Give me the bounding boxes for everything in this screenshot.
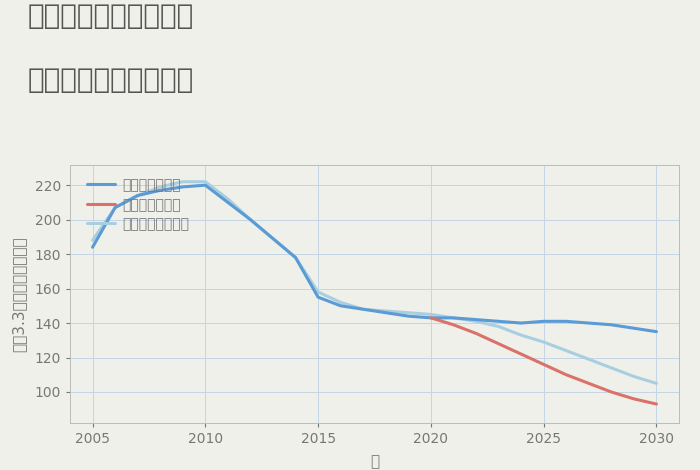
ノーマルシナリオ (427, 312, 435, 317)
グッドシナリオ (652, 329, 661, 335)
ノーマルシナリオ (88, 237, 97, 243)
バッドシナリオ (562, 372, 570, 377)
ノーマルシナリオ (540, 339, 548, 345)
グッドシナリオ (201, 182, 209, 188)
バッドシナリオ (652, 401, 661, 407)
ノーマルシナリオ (337, 299, 345, 305)
ノーマルシナリオ (178, 179, 187, 185)
ノーマルシナリオ (562, 348, 570, 353)
ノーマルシナリオ (382, 308, 390, 314)
バッドシナリオ (540, 361, 548, 367)
ノーマルシナリオ (449, 315, 458, 321)
グッドシナリオ (359, 306, 368, 312)
Text: 奈良県生駒市鹿畑町の: 奈良県生駒市鹿畑町の (28, 2, 195, 31)
グッドシナリオ (630, 325, 638, 331)
ノーマルシナリオ (246, 217, 255, 222)
グッドシナリオ (517, 320, 525, 326)
グッドシナリオ (156, 188, 164, 193)
Legend: グッドシナリオ, バッドシナリオ, ノーマルシナリオ: グッドシナリオ, バッドシナリオ, ノーマルシナリオ (83, 174, 193, 235)
ノーマルシナリオ (584, 356, 593, 362)
グッドシナリオ (134, 193, 142, 198)
ノーマルシナリオ (472, 319, 480, 324)
ノーマルシナリオ (156, 184, 164, 190)
グッドシナリオ (540, 319, 548, 324)
Text: 中古戸建ての価格推移: 中古戸建ての価格推移 (28, 66, 195, 94)
バッドシナリオ (427, 315, 435, 321)
グッドシナリオ (269, 236, 277, 242)
ノーマルシナリオ (224, 196, 232, 202)
グッドシナリオ (337, 303, 345, 309)
グッドシナリオ (494, 319, 503, 324)
バッドシナリオ (630, 396, 638, 402)
Y-axis label: 坪（3.3㎡）単価（万円）: 坪（3.3㎡）単価（万円） (11, 236, 26, 352)
ノーマルシナリオ (517, 332, 525, 338)
グッドシナリオ (584, 320, 593, 326)
グッドシナリオ (224, 200, 232, 205)
X-axis label: 年: 年 (370, 454, 379, 470)
ノーマルシナリオ (314, 289, 322, 295)
Line: ノーマルシナリオ: ノーマルシナリオ (92, 182, 657, 384)
バッドシナリオ (584, 381, 593, 386)
グッドシナリオ (382, 310, 390, 315)
グッドシナリオ (404, 313, 412, 319)
Line: グッドシナリオ: グッドシナリオ (92, 185, 657, 332)
グッドシナリオ (246, 217, 255, 222)
Line: バッドシナリオ: バッドシナリオ (431, 318, 657, 404)
バッドシナリオ (449, 322, 458, 328)
ノーマルシナリオ (630, 374, 638, 379)
グッドシナリオ (291, 255, 300, 260)
ノーマルシナリオ (607, 365, 615, 371)
ノーマルシナリオ (134, 193, 142, 198)
バッドシナリオ (472, 330, 480, 336)
グッドシナリオ (562, 319, 570, 324)
バッドシナリオ (517, 351, 525, 357)
グッドシナリオ (314, 294, 322, 300)
ノーマルシナリオ (269, 236, 277, 242)
グッドシナリオ (111, 205, 119, 211)
グッドシナリオ (449, 315, 458, 321)
グッドシナリオ (88, 244, 97, 250)
グッドシナリオ (427, 315, 435, 321)
バッドシナリオ (607, 389, 615, 395)
グッドシナリオ (472, 317, 480, 322)
ノーマルシナリオ (291, 255, 300, 260)
ノーマルシナリオ (404, 310, 412, 315)
ノーマルシナリオ (111, 205, 119, 211)
ノーマルシナリオ (359, 306, 368, 312)
グッドシナリオ (178, 184, 187, 190)
グッドシナリオ (607, 322, 615, 328)
ノーマルシナリオ (494, 324, 503, 329)
バッドシナリオ (494, 341, 503, 346)
ノーマルシナリオ (201, 179, 209, 185)
ノーマルシナリオ (652, 381, 661, 386)
